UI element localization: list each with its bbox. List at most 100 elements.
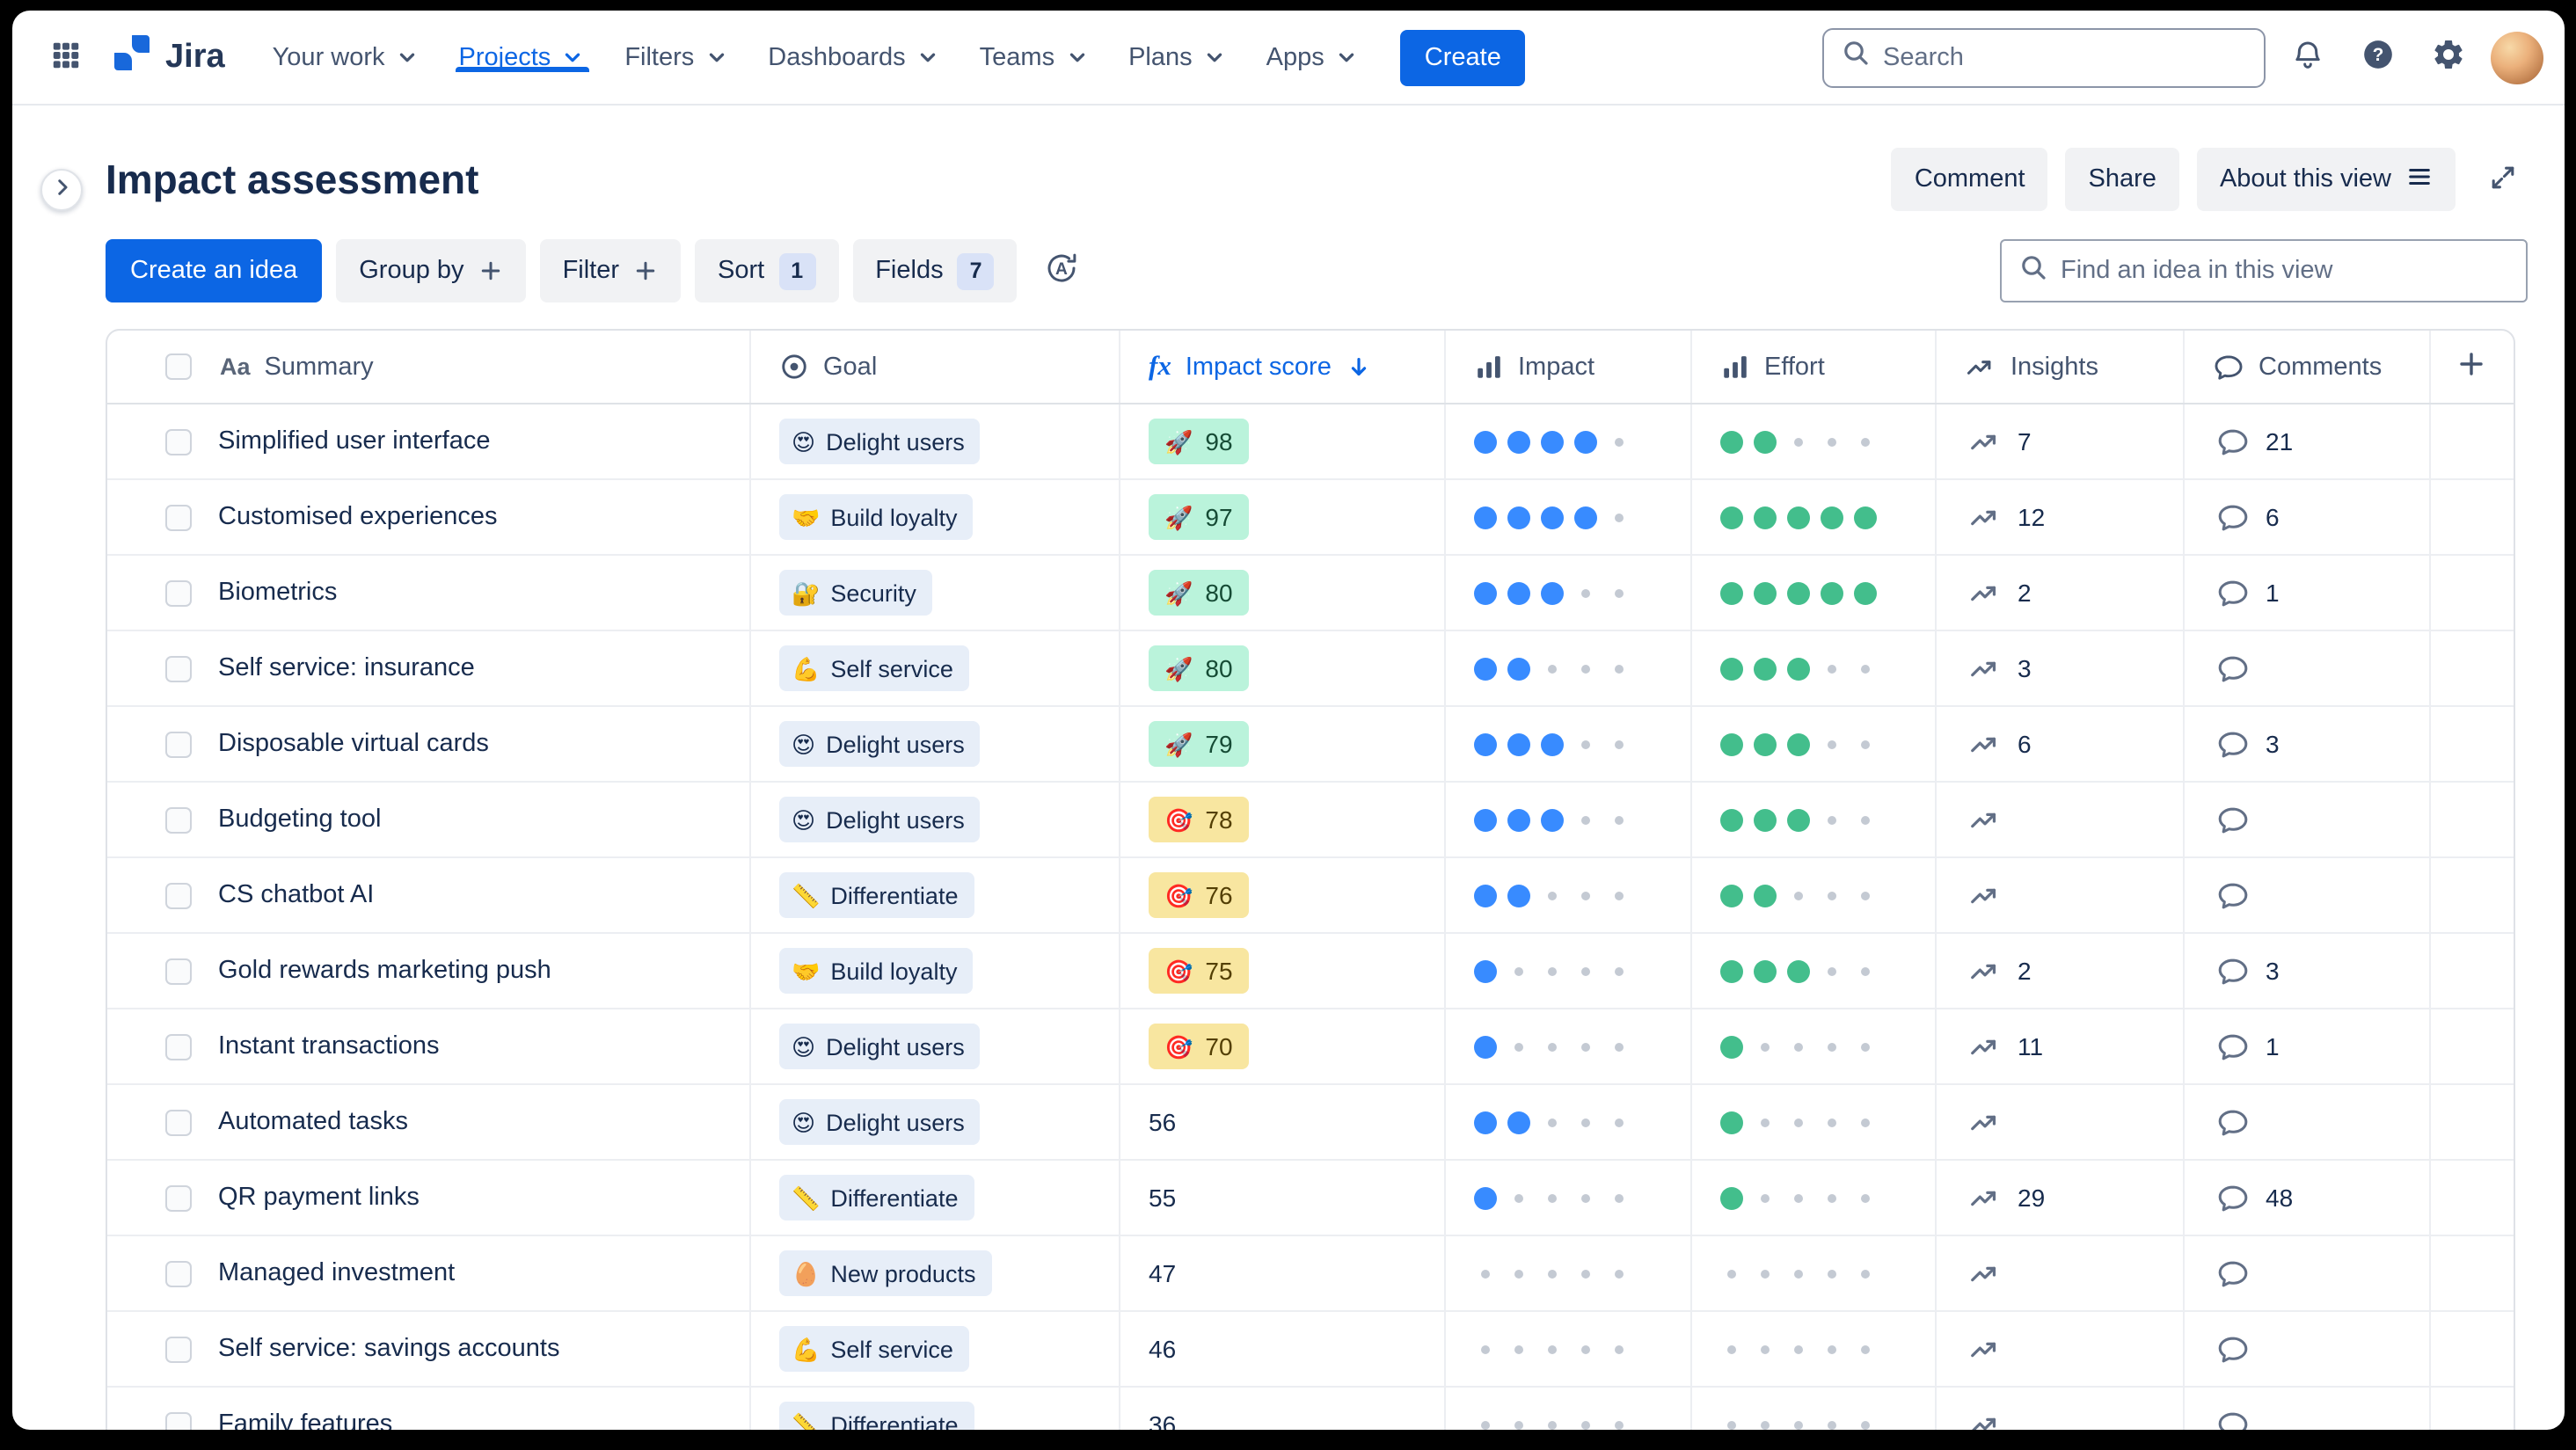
goal-cell[interactable]: 🥚 New products — [751, 1236, 1120, 1310]
nav-item-plans[interactable]: Plans — [1109, 43, 1247, 71]
goal-cell[interactable]: 📏 Differentiate — [751, 1161, 1120, 1235]
effort-cell[interactable] — [1692, 1236, 1937, 1310]
nav-item-your-work[interactable]: Your work — [253, 43, 440, 71]
impact-cell[interactable] — [1446, 934, 1692, 1008]
comment-button[interactable]: Comment — [1891, 148, 2048, 211]
goal-cell[interactable]: 🔐 Security — [751, 556, 1120, 630]
summary-cell[interactable]: Managed investment — [107, 1236, 751, 1310]
row-checkbox[interactable] — [165, 1336, 192, 1362]
impact-score-cell[interactable]: 🚀 80 — [1120, 631, 1446, 705]
app-switcher-button[interactable] — [37, 29, 93, 85]
expand-view-button[interactable] — [2472, 149, 2532, 209]
comments-cell[interactable] — [2185, 1312, 2431, 1386]
insights-cell[interactable] — [1937, 858, 2185, 932]
insights-cell[interactable] — [1937, 1388, 2185, 1429]
goal-cell[interactable]: 🤝 Build loyalty — [751, 480, 1120, 554]
comments-cell[interactable] — [2185, 631, 2431, 705]
impact-cell[interactable] — [1446, 631, 1692, 705]
insights-cell[interactable]: 7 — [1937, 404, 2185, 478]
comments-cell[interactable] — [2185, 858, 2431, 932]
impact-score-cell[interactable]: 56 — [1120, 1085, 1446, 1159]
table-row[interactable]: Self service: savings accounts 💪 Self serv… — [107, 1312, 2513, 1388]
goal-cell[interactable]: 😍 Delight users — [751, 404, 1120, 478]
impact-cell[interactable] — [1446, 1161, 1692, 1235]
comments-cell[interactable]: 1 — [2185, 556, 2431, 630]
group-by-button[interactable]: Group by — [336, 239, 526, 302]
comments-cell[interactable]: 1 — [2185, 1009, 2431, 1083]
table-row[interactable]: Gold rewards marketing push 🤝 Build loyalt… — [107, 934, 2513, 1009]
row-checkbox[interactable] — [165, 882, 192, 908]
table-row[interactable]: CS chatbot AI 📏 Differentiate 🎯 76 — [107, 858, 2513, 934]
impact-score-cell[interactable]: 55 — [1120, 1161, 1446, 1235]
insights-cell[interactable]: 11 — [1937, 1009, 2185, 1083]
row-checkbox[interactable] — [165, 731, 192, 757]
avatar[interactable] — [2490, 31, 2543, 84]
nav-item-projects[interactable]: Projects — [440, 43, 606, 71]
impact-cell[interactable] — [1446, 1388, 1692, 1429]
effort-cell[interactable] — [1692, 1009, 1937, 1083]
table-row[interactable]: Disposable virtual cards 😍 Delight users 🚀 7… — [107, 707, 2513, 783]
impact-score-cell[interactable]: 🚀 80 — [1120, 556, 1446, 630]
comments-cell[interactable] — [2185, 1085, 2431, 1159]
goal-cell[interactable]: 😍 Delight users — [751, 1009, 1120, 1083]
create-button[interactable]: Create — [1399, 29, 1526, 85]
nav-item-dashboards[interactable]: Dashboards — [748, 43, 960, 71]
impact-score-cell[interactable]: 🎯 78 — [1120, 783, 1446, 856]
row-checkbox[interactable] — [165, 428, 192, 455]
table-row[interactable]: Managed investment 🥚 New products 47 — [107, 1236, 2513, 1312]
effort-cell[interactable] — [1692, 1388, 1937, 1429]
effort-cell[interactable] — [1692, 631, 1937, 705]
table-row[interactable]: Biometrics 🔐 Security 🚀 80 2 1 — [107, 556, 2513, 631]
impact-score-cell[interactable]: 🚀 97 — [1120, 480, 1446, 554]
goal-cell[interactable]: 😍 Delight users — [751, 707, 1120, 781]
comments-cell[interactable]: 21 — [2185, 404, 2431, 478]
effort-cell[interactable] — [1692, 480, 1937, 554]
goal-cell[interactable]: 💪 Self service — [751, 631, 1120, 705]
settings-button[interactable] — [2419, 29, 2476, 85]
effort-cell[interactable] — [1692, 404, 1937, 478]
impact-score-cell[interactable]: 36 — [1120, 1388, 1446, 1429]
search-input[interactable] — [1883, 43, 2245, 71]
insights-cell[interactable]: 6 — [1937, 707, 2185, 781]
summary-cell[interactable]: Disposable virtual cards — [107, 707, 751, 781]
insights-cell[interactable]: 3 — [1937, 631, 2185, 705]
comments-cell[interactable] — [2185, 1236, 2431, 1310]
impact-score-cell[interactable]: 47 — [1120, 1236, 1446, 1310]
column-header-impact-score[interactable]: fx Impact score — [1120, 331, 1446, 403]
table-row[interactable]: Simplified user interface 😍 Delight users 🚀… — [107, 404, 2513, 480]
row-checkbox[interactable] — [165, 1411, 192, 1429]
goal-cell[interactable]: 😍 Delight users — [751, 1085, 1120, 1159]
comments-cell[interactable]: 3 — [2185, 934, 2431, 1008]
summary-cell[interactable]: Family features — [107, 1388, 751, 1429]
impact-cell[interactable] — [1446, 783, 1692, 856]
insights-cell[interactable] — [1937, 1312, 2185, 1386]
impact-score-cell[interactable]: 🎯 75 — [1120, 934, 1446, 1008]
summary-cell[interactable]: Gold rewards marketing push — [107, 934, 751, 1008]
summary-cell[interactable]: Self service: insurance — [107, 631, 751, 705]
row-checkbox[interactable] — [165, 1033, 192, 1060]
table-row[interactable]: Family features 📏 Differentiate 36 — [107, 1388, 2513, 1429]
notifications-button[interactable] — [2279, 29, 2335, 85]
comments-cell[interactable]: 48 — [2185, 1161, 2431, 1235]
nav-item-filters[interactable]: Filters — [605, 43, 748, 71]
share-button[interactable]: Share — [2065, 148, 2179, 211]
row-checkbox[interactable] — [165, 958, 192, 984]
filter-button[interactable]: Filter — [539, 239, 682, 302]
column-header-summary[interactable]: Aa Summary — [107, 331, 751, 403]
row-checkbox[interactable] — [165, 579, 192, 606]
comments-cell[interactable] — [2185, 1388, 2431, 1429]
impact-score-cell[interactable]: 🚀 79 — [1120, 707, 1446, 781]
impact-cell[interactable] — [1446, 1085, 1692, 1159]
insights-cell[interactable]: 29 — [1937, 1161, 2185, 1235]
insights-cell[interactable]: 12 — [1937, 480, 2185, 554]
goal-cell[interactable]: 📏 Differentiate — [751, 858, 1120, 932]
effort-cell[interactable] — [1692, 934, 1937, 1008]
table-row[interactable]: QR payment links 📏 Differentiate 55 29 48 — [107, 1161, 2513, 1236]
insights-cell[interactable]: 2 — [1937, 934, 2185, 1008]
column-header-comments[interactable]: Comments — [2185, 331, 2431, 403]
impact-cell[interactable] — [1446, 858, 1692, 932]
create-an-idea-button[interactable]: Create an idea — [106, 239, 323, 302]
effort-cell[interactable] — [1692, 858, 1937, 932]
row-checkbox[interactable] — [165, 655, 192, 681]
jira-logo[interactable]: Jira — [111, 32, 225, 83]
